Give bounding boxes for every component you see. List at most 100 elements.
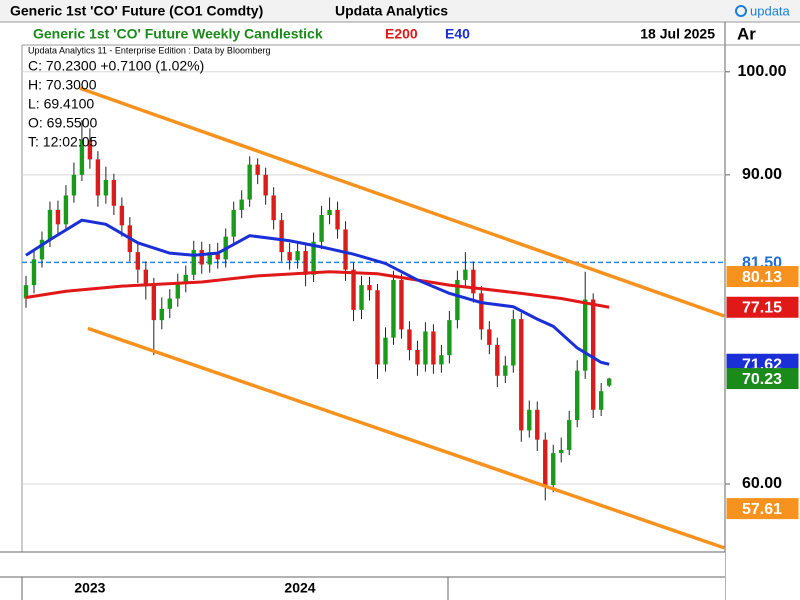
candle-body [407,329,412,351]
candle-body [55,209,61,225]
candle-body [559,449,564,454]
instrument-title: Generic 1st 'CO' Future (CO1 Comdty) [10,3,263,19]
info-line: T: 12:02:05 [28,134,97,150]
x-tick-label: 2024 [284,580,315,596]
candle-body [159,308,164,321]
candle-body [311,241,316,275]
candle-body [567,420,572,450]
chart-title: Generic 1st 'CO' Future Weekly Candlesti… [33,26,323,42]
candle-body [47,209,53,240]
candle-body [95,159,101,196]
legend-entry: E200 [385,26,418,42]
candle-body [151,285,157,321]
candle-body [71,174,77,196]
info-line: O: 69.5500 [28,115,97,131]
candle-body [231,209,236,237]
candle-body [479,293,484,330]
candle-body [431,331,436,365]
candle-body [606,378,612,386]
price-badge-label: 57.61 [742,501,782,518]
header-bar [0,0,800,22]
info-line: H: 70.3000 [28,77,97,93]
moving-average [25,218,610,366]
candle-body [335,209,340,230]
price-badge-label: 77.15 [742,299,782,316]
candle-body [463,269,468,280]
candle-body [167,298,172,309]
y-tick-label: 100.00 [738,63,787,80]
candle-body [119,205,125,226]
candle-body [247,164,252,200]
candle-body [287,252,292,261]
candle-body [535,409,540,440]
price-badge [726,296,799,318]
logo-icon [735,5,747,17]
candle-body [471,269,476,294]
y-tick-label: 60.00 [742,475,782,492]
candle-body [103,179,109,196]
candle-body [511,319,516,366]
candle-body [279,220,284,253]
candle-body [527,409,532,431]
source-note: Updata Analytics 11 - Enterprise Edition… [28,45,270,55]
candle-body [590,299,596,410]
candle-body [111,179,117,206]
candle-body [519,319,524,431]
candle-body [87,139,93,160]
candle-body [383,337,388,365]
chart-date: 18 Jul 2025 [640,26,715,42]
trend-line [87,326,725,550]
candle-body [583,299,588,371]
candle-body [503,365,508,376]
candle-body [303,251,308,275]
price-badge-label: 70.23 [742,371,782,388]
candle-body [143,269,149,286]
x-tick-label: 2023 [74,580,105,596]
plot-area: 100.00 90.00 60.00 [22,63,787,550]
candle-body [199,250,204,265]
info-line: C: 70.2300 +0.7100 (1.02%) [28,58,204,74]
candle-body [351,269,356,310]
y-tick-label: 90.00 [742,166,782,183]
axis-title: Ar [737,24,756,43]
candle-body [135,252,141,270]
candle-body [191,250,196,275]
candle-body [455,279,460,321]
candle-body [375,290,380,365]
candle-body [183,274,188,284]
candle-body [263,174,268,196]
candle-body [439,355,444,365]
candle-body [207,252,212,265]
candle-body [327,209,332,216]
trend-line [79,86,725,318]
candle-body [495,344,500,376]
candle-body [447,320,452,356]
candle-body [551,453,556,486]
candle-body [598,391,604,410]
candle-body [31,259,37,286]
overlay: Updata Analytics 11 - Enterprise Edition… [28,45,270,149]
moving-average [25,270,610,309]
candle-body [367,285,372,291]
price-badge [726,266,799,288]
candle-body [543,439,548,486]
candle-body [63,195,69,225]
candle-body [399,279,404,330]
candle-body [295,251,300,261]
candle-body [415,350,420,365]
candle-body [215,252,220,260]
price-badge [726,498,799,520]
candle-body [423,331,428,365]
candle-body [23,285,29,299]
candle-body [343,229,348,270]
candle-body [255,164,260,175]
candle-body [359,285,364,310]
info-line: L: 69.4100 [28,96,94,112]
candle-body [487,329,492,345]
candle-body [319,215,324,242]
candle-body [239,199,244,210]
date-axis-bg [0,552,725,600]
vendor-name: Updata Analytics [335,3,448,19]
candle-body [39,239,45,260]
